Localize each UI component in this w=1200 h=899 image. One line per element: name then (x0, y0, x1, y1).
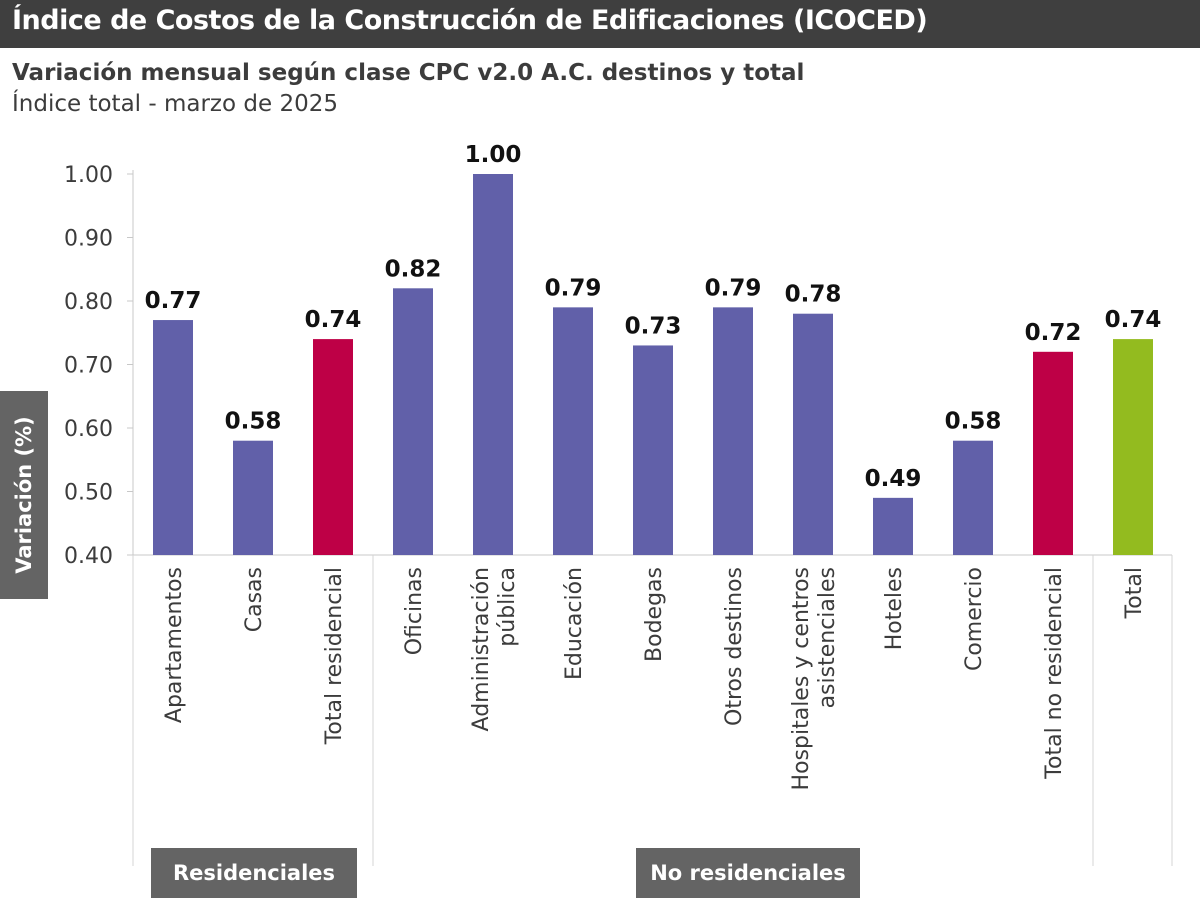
bar (153, 320, 193, 555)
bar (1033, 351, 1073, 555)
y-tick-label: 0.50 (64, 481, 113, 506)
category-label-line: Casas (242, 567, 267, 632)
category-label-line: Comercio (962, 567, 987, 671)
group-box-no-residenciales: No residenciales (636, 848, 860, 898)
data-label: 0.79 (705, 275, 762, 301)
bar (953, 440, 993, 555)
category-label-line: asistenciales (815, 567, 840, 708)
category-label-line: Total no residencial (1042, 567, 1067, 780)
group-label-residenciales: Residenciales (172, 861, 336, 885)
category-label-line: Administración (469, 567, 494, 731)
chart-subtitle-secondary: Índice total - marzo de 2025 (12, 91, 338, 117)
category-label: Otros destinos (722, 567, 747, 726)
category-label: Bodegas (642, 567, 667, 662)
bar (393, 288, 433, 555)
data-label: 1.00 (465, 142, 522, 168)
y-tick-label: 0.40 (64, 544, 113, 569)
data-label: 0.49 (865, 466, 922, 492)
category-label-line: Oficinas (402, 567, 427, 655)
data-label: 0.77 (145, 288, 202, 314)
category-label: Hoteles (882, 567, 907, 650)
data-label: 0.58 (945, 409, 1002, 435)
category-label-line: Total (1122, 567, 1147, 619)
data-label: 0.73 (625, 313, 682, 339)
y-tick-label: 0.90 (64, 227, 113, 252)
category-label-line: Apartamentos (162, 567, 187, 723)
y-tick-label: 0.70 (64, 354, 113, 379)
data-label: 0.82 (385, 256, 442, 282)
bar (473, 174, 513, 555)
y-tick-label: 0.80 (64, 290, 113, 315)
bar (233, 440, 273, 555)
title-bar: Índice de Costos de la Construcción de E… (0, 0, 1200, 48)
data-label: 0.74 (1105, 307, 1162, 333)
data-label: 0.72 (1025, 320, 1082, 346)
category-label-line: pública (495, 567, 520, 647)
group-box-residenciales: Residenciales (151, 848, 357, 898)
category-label: Educación (562, 567, 587, 680)
category-label: Total residencial (322, 567, 347, 745)
category-label: Total no residencial (1042, 567, 1067, 780)
data-label: 0.74 (305, 307, 362, 333)
page-title: Índice de Costos de la Construcción de E… (12, 5, 928, 36)
data-label: 0.79 (545, 275, 602, 301)
bar (1113, 339, 1153, 555)
category-label: Comercio (962, 567, 987, 671)
bar (873, 497, 913, 555)
y-tick-label: 1.00 (64, 163, 113, 188)
bar (713, 307, 753, 555)
category-label: Oficinas (402, 567, 427, 655)
category-label: Total (1122, 567, 1147, 619)
category-label-line: Bodegas (642, 567, 667, 662)
category-label: Administraciónpública (469, 567, 520, 731)
category-label-line: Educación (562, 567, 587, 680)
chart-subtitle: Variación mensual según clase CPC v2.0 A… (12, 60, 805, 86)
category-label: Apartamentos (162, 567, 187, 723)
group-label-no-residenciales: No residenciales (650, 861, 846, 885)
data-label: 0.78 (785, 282, 842, 308)
bar (553, 307, 593, 555)
category-label: Casas (242, 567, 267, 632)
category-label-line: Hoteles (882, 567, 907, 650)
category-label: Hospitales y centrosasistenciales (789, 567, 840, 790)
y-tick-label: 0.60 (64, 417, 113, 442)
data-label: 0.58 (225, 409, 282, 435)
category-label-line: Otros destinos (722, 567, 747, 726)
category-label-line: Total residencial (322, 567, 347, 745)
bar (633, 345, 673, 555)
y-axis-label-box (0, 391, 48, 599)
bar (313, 339, 353, 555)
category-label-line: Hospitales y centros (789, 567, 814, 790)
bar (793, 313, 833, 555)
